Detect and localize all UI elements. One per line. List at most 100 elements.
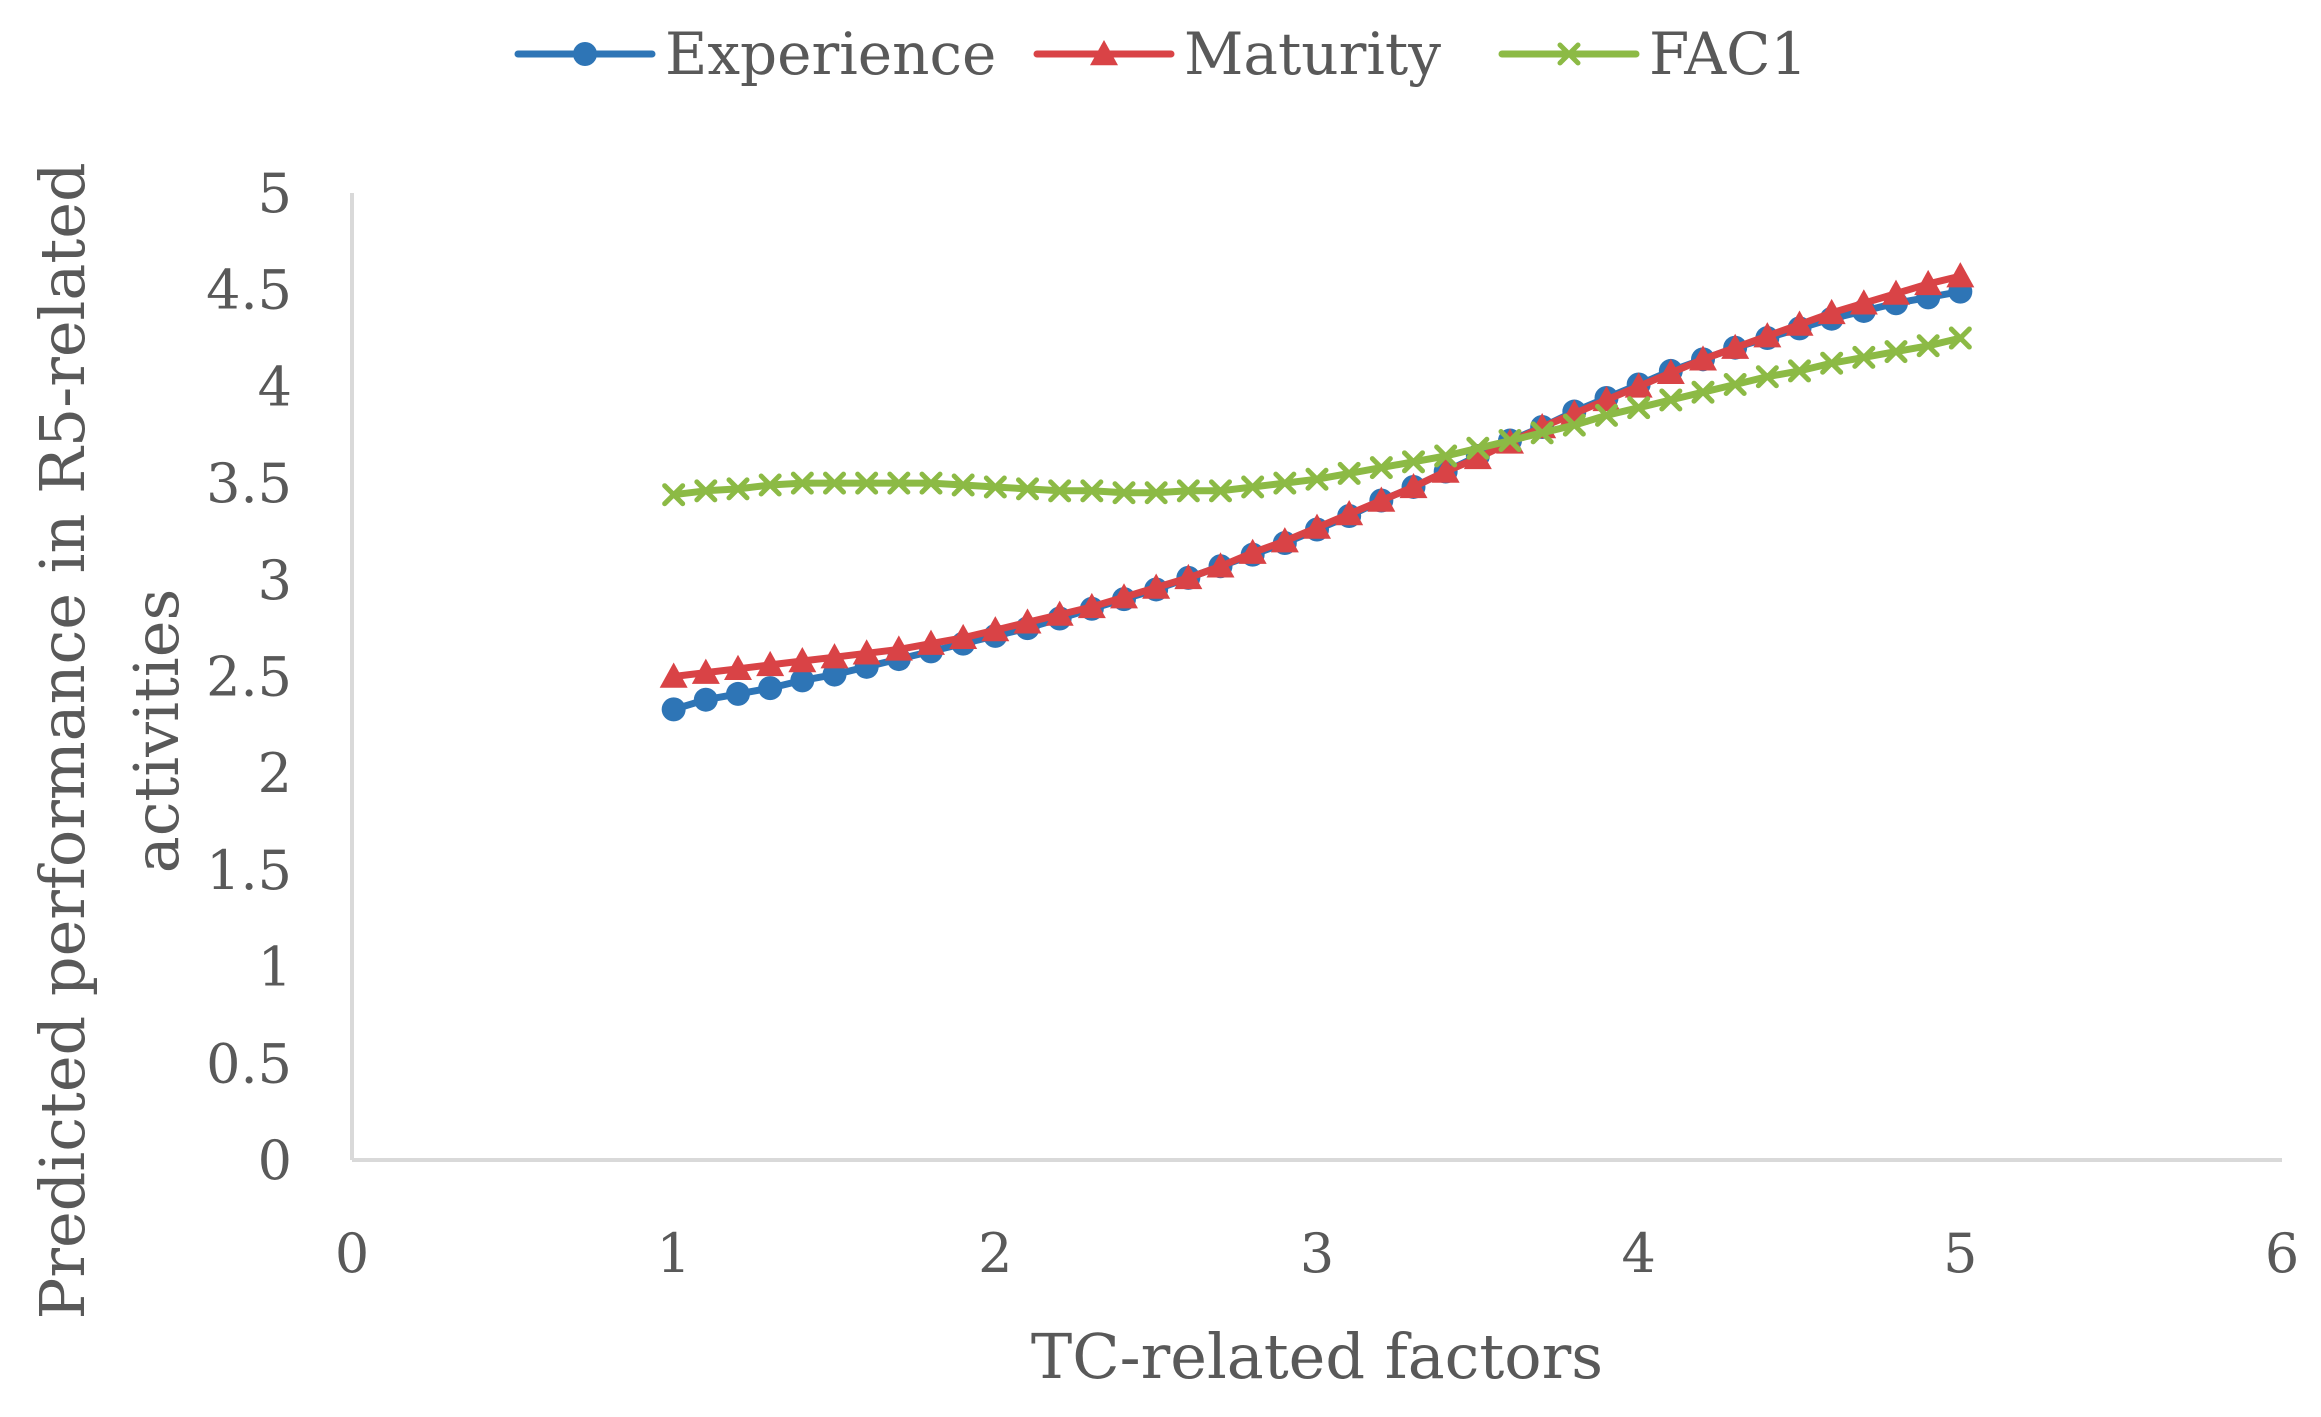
data-point-fac1 — [758, 473, 782, 497]
y-tick-label: 1 — [258, 936, 292, 999]
data-point-fac1 — [1691, 380, 1715, 404]
data-point-experience — [822, 662, 847, 687]
data-point-maturity — [1142, 573, 1171, 599]
legend-item-maturity: Maturity — [1033, 20, 1441, 88]
data-point-maturity — [1753, 322, 1782, 348]
data-point-fac1 — [1209, 479, 1232, 503]
data-point-maturity — [917, 629, 945, 655]
y-axis-title-line-2: activities — [120, 589, 193, 874]
data-point-fac1 — [1820, 351, 1844, 375]
data-point-maturity — [884, 635, 913, 661]
data-point-maturity — [756, 650, 785, 677]
data-point-fac1 — [1080, 479, 1104, 503]
data-point-fac1 — [1498, 429, 1522, 453]
data-point-fac1 — [1369, 456, 1393, 480]
data-point-fac1 — [1273, 471, 1297, 495]
data-point-maturity — [1785, 310, 1814, 336]
x-tick-label: 1 — [656, 1222, 690, 1285]
data-point-fac1 — [1948, 326, 1972, 350]
data-point-fac1 — [1466, 436, 1490, 460]
data-point-maturity — [1238, 538, 1267, 564]
data-point-experience — [661, 697, 686, 722]
data-point-maturity — [1206, 552, 1235, 578]
y-tick-label: 4 — [258, 355, 292, 418]
data-point-maturity — [981, 616, 1010, 642]
legend: Experience Maturity FAC1 — [514, 20, 1807, 88]
data-point-fac1 — [951, 473, 975, 497]
data-point-maturity — [1882, 279, 1910, 305]
y-tick-label: 3 — [258, 549, 292, 612]
series-fac1 — [662, 326, 1972, 507]
data-point-fac1 — [1144, 481, 1168, 505]
data-point-fac1 — [1916, 334, 1940, 358]
data-point-maturity — [724, 654, 752, 680]
y-tick-label: 3.5 — [206, 452, 292, 515]
data-point-fac1 — [1241, 475, 1265, 499]
data-point-fac1 — [1627, 396, 1651, 420]
data-point-fac1 — [1176, 479, 1200, 503]
legend-item-fac1: FAC1 — [1498, 20, 1807, 88]
data-point-fac1 — [1755, 365, 1779, 389]
data-point-fac1 — [694, 479, 718, 503]
y-axis-title-line-1: Predicted performance in R5-related — [26, 162, 99, 1319]
data-point-fac1 — [1434, 444, 1458, 468]
data-point-maturity — [1367, 486, 1396, 512]
data-point-fac1 — [1016, 477, 1039, 501]
data-point-fac1 — [1723, 372, 1747, 396]
data-point-fac1 — [1788, 359, 1811, 383]
series-maturity — [659, 262, 1975, 688]
data-point-maturity — [659, 662, 688, 688]
series-layer — [659, 262, 1975, 722]
data-point-maturity — [949, 623, 978, 650]
series-line-fac1 — [670, 334, 1964, 499]
data-point-maturity — [1914, 269, 1943, 296]
legend-marker-fac1 — [1557, 42, 1581, 66]
data-point-maturity — [1656, 358, 1685, 385]
data-point-experience — [693, 687, 718, 712]
data-point-maturity — [691, 658, 720, 684]
data-point-fac1 — [1337, 461, 1361, 485]
y-tick-label: 0.5 — [206, 1032, 292, 1095]
data-point-fac1 — [1884, 340, 1908, 364]
legend-marker-experience — [573, 42, 597, 66]
data-point-maturity — [1721, 333, 1750, 359]
data-point-maturity — [1463, 443, 1492, 470]
x-tick-label: 0 — [335, 1222, 369, 1285]
data-point-maturity — [1849, 289, 1878, 315]
data-point-maturity — [1431, 457, 1460, 483]
data-point-maturity — [1624, 372, 1653, 398]
legend-marker-maturity — [1090, 40, 1118, 66]
data-point-fac1 — [1402, 450, 1425, 474]
data-point-maturity — [1270, 527, 1299, 553]
data-point-fac1 — [1305, 467, 1329, 491]
data-point-experience — [790, 668, 815, 693]
data-point-fac1 — [983, 475, 1007, 499]
data-point-fac1 — [823, 471, 846, 495]
data-point-fac1 — [1530, 421, 1554, 445]
data-point-maturity — [820, 643, 849, 669]
data-point-maturity — [1335, 500, 1364, 526]
data-point-maturity — [1045, 600, 1074, 626]
data-point-fac1 — [1659, 388, 1683, 412]
data-point-maturity — [852, 639, 881, 665]
data-point-experience — [758, 676, 783, 701]
data-point-maturity — [1689, 345, 1717, 371]
data-point-fac1 — [919, 471, 943, 495]
x-tick-label: 4 — [1621, 1222, 1655, 1285]
x-tick-label: 2 — [978, 1222, 1012, 1285]
data-point-maturity — [1110, 583, 1138, 609]
data-point-maturity — [1303, 513, 1331, 539]
data-point-fac1 — [790, 471, 814, 495]
data-point-fac1 — [1112, 481, 1136, 505]
legend-item-experience: Experience — [514, 20, 996, 88]
data-point-maturity — [1013, 608, 1042, 634]
x-tick-label: 5 — [1943, 1222, 1977, 1285]
data-point-maturity — [1399, 472, 1428, 499]
y-tick-label: 4.5 — [206, 259, 292, 322]
x-axis-title: TC-related factors — [1031, 1320, 1603, 1393]
data-point-fac1 — [662, 483, 686, 507]
data-point-maturity — [1174, 563, 1203, 590]
data-point-maturity — [1592, 385, 1621, 412]
y-tick-label: 1.5 — [206, 839, 292, 902]
